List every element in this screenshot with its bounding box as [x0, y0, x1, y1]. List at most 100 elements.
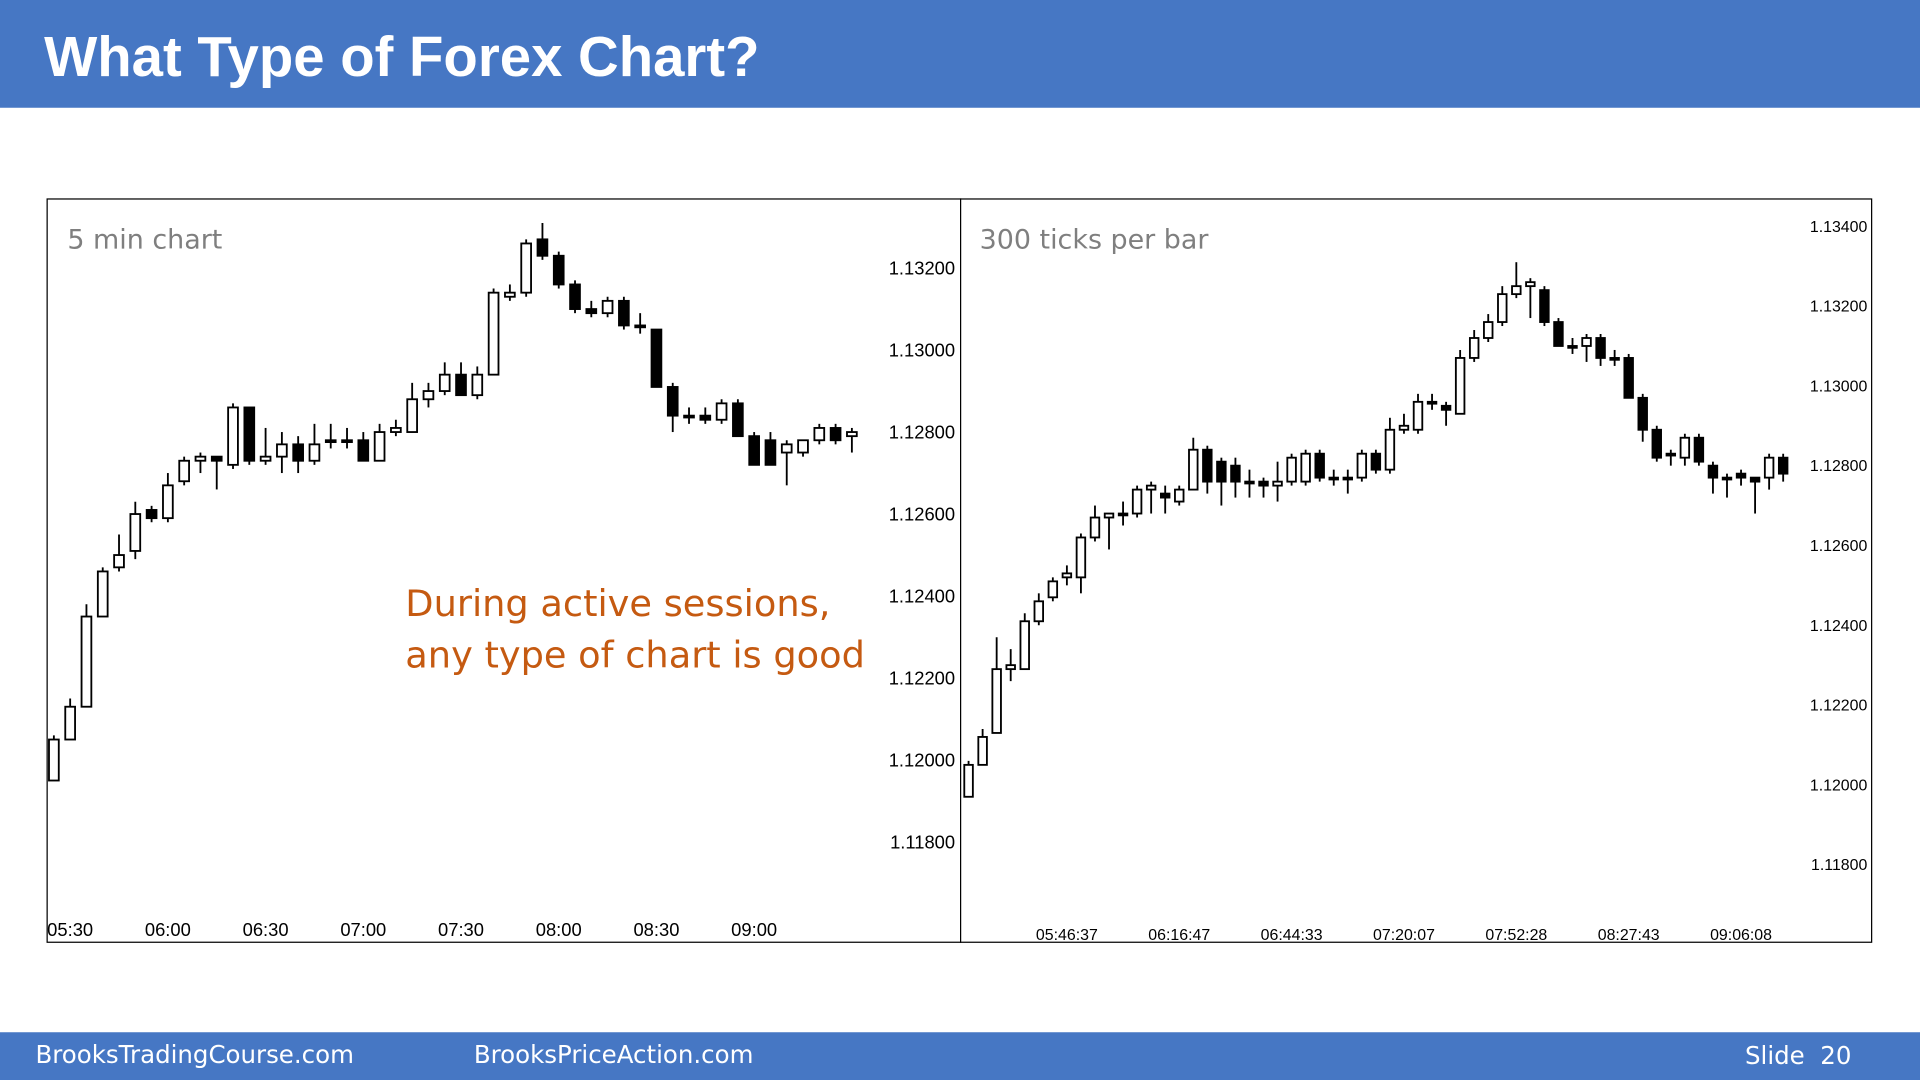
candle-body [145, 509, 158, 520]
footer-link: BrooksTradingCourse.com [36, 1040, 354, 1069]
candle-body [1735, 472, 1747, 479]
candle-body [1033, 600, 1044, 623]
candle-body [227, 406, 239, 466]
candle-body [1595, 337, 1606, 359]
candle-body [162, 484, 174, 520]
candle-body [324, 439, 337, 444]
candle-body [1384, 428, 1396, 471]
candle-body [1103, 512, 1115, 519]
x-tick-label: 07:20:07 [1373, 927, 1435, 944]
candle-body [1721, 476, 1733, 481]
candle-body [341, 439, 353, 444]
candle-body [634, 324, 646, 329]
y-tick-label: 1.13200 [1810, 299, 1868, 316]
slide-title: What Type of Forex Chart? [44, 25, 759, 88]
candle-body [178, 459, 190, 483]
candle-body [1693, 436, 1705, 463]
candle-body [1188, 448, 1199, 491]
candle-body [194, 455, 207, 462]
candle-body [1300, 452, 1311, 483]
y-tick-label: 1.12800 [889, 421, 955, 442]
candle-body [1328, 476, 1339, 481]
y-tick-label: 1.12200 [889, 667, 955, 688]
candle-body [1230, 464, 1241, 483]
x-tick-label: 07:00 [340, 919, 386, 940]
candle-body [715, 402, 728, 421]
candle-body [1483, 321, 1494, 339]
candle-body [487, 291, 500, 376]
chart-label: 5 min chart [67, 225, 222, 256]
x-tick-label: 06:00 [145, 919, 191, 940]
y-tick-label: 1.12000 [1810, 777, 1868, 794]
x-tick-label: 08:00 [536, 919, 582, 940]
candle-body [504, 291, 516, 298]
candle-body [797, 439, 809, 454]
candle-body [1370, 452, 1382, 471]
candle-body [552, 254, 565, 286]
candle-body [1075, 536, 1087, 579]
candle-body [666, 386, 679, 417]
candle-body [764, 439, 777, 466]
panel-frame [46, 198, 962, 943]
candle-body [1089, 516, 1101, 539]
x-tick-label: 08:30 [633, 919, 679, 940]
chart-label: 300 ticks per bar [980, 225, 1210, 256]
candle-body [259, 455, 272, 462]
y-tick-label: 1.12600 [889, 503, 955, 524]
candle-body [991, 668, 1002, 734]
candle-body [813, 427, 826, 442]
candle-body [48, 738, 60, 782]
candle-body [1567, 345, 1578, 349]
y-tick-label: 1.12600 [1810, 538, 1868, 555]
candle-body [1174, 488, 1185, 503]
candle-body [977, 736, 988, 766]
candle-body [1497, 293, 1508, 323]
candle-body [650, 328, 663, 388]
candle-body [243, 406, 256, 462]
x-tick-label: 07:52:28 [1485, 927, 1547, 944]
y-tick-label: 1.13000 [1810, 378, 1868, 395]
x-tick-label: 09:06:08 [1710, 927, 1772, 944]
slide-number: Slide 20 [1745, 1041, 1851, 1070]
candle-body [1777, 456, 1789, 475]
candle-body [963, 763, 974, 798]
chart-left: 5 min chart 1.13200 1.13000 1.12800 1.12600 1… [47, 222, 955, 940]
candle-body [732, 402, 744, 438]
candle-body [846, 431, 858, 438]
candle-body [1623, 357, 1634, 399]
candle-body [1665, 452, 1677, 457]
candle-body [748, 435, 760, 466]
candle-body [601, 299, 614, 315]
candle-body [1539, 289, 1550, 323]
candle-body [1117, 512, 1129, 517]
candle-body [406, 398, 418, 433]
candle-body [1440, 404, 1452, 411]
candle-body [829, 427, 842, 442]
candle-body [1426, 400, 1438, 405]
y-tick-label: 1.12200 [1810, 698, 1868, 715]
candle-body [1202, 448, 1213, 483]
x-tick-label: 07:30 [438, 919, 484, 940]
y-tick-label: 1.12800 [1810, 458, 1868, 475]
candle-body [1005, 664, 1016, 671]
y-tick-label: 1.13400 [1810, 219, 1868, 236]
candle-body [1272, 480, 1283, 487]
candle-body [276, 443, 288, 458]
candle-body [422, 390, 435, 401]
candle-body [1019, 620, 1030, 671]
candle-body [1145, 484, 1157, 491]
candle-body [1061, 572, 1073, 579]
candle-body [1679, 436, 1691, 459]
candle-body [1454, 357, 1466, 415]
candle-body [1609, 357, 1620, 361]
candle-body [292, 443, 304, 462]
y-tick-label: 1.13200 [889, 257, 955, 278]
candle-body [113, 554, 125, 569]
candle-body [618, 299, 630, 327]
candle-body [585, 308, 598, 315]
candle-body [1131, 488, 1143, 515]
candle-body [1159, 492, 1171, 499]
candle-body [1398, 424, 1410, 431]
x-tick-label: 06:30 [243, 919, 289, 940]
candle-body [357, 439, 370, 462]
